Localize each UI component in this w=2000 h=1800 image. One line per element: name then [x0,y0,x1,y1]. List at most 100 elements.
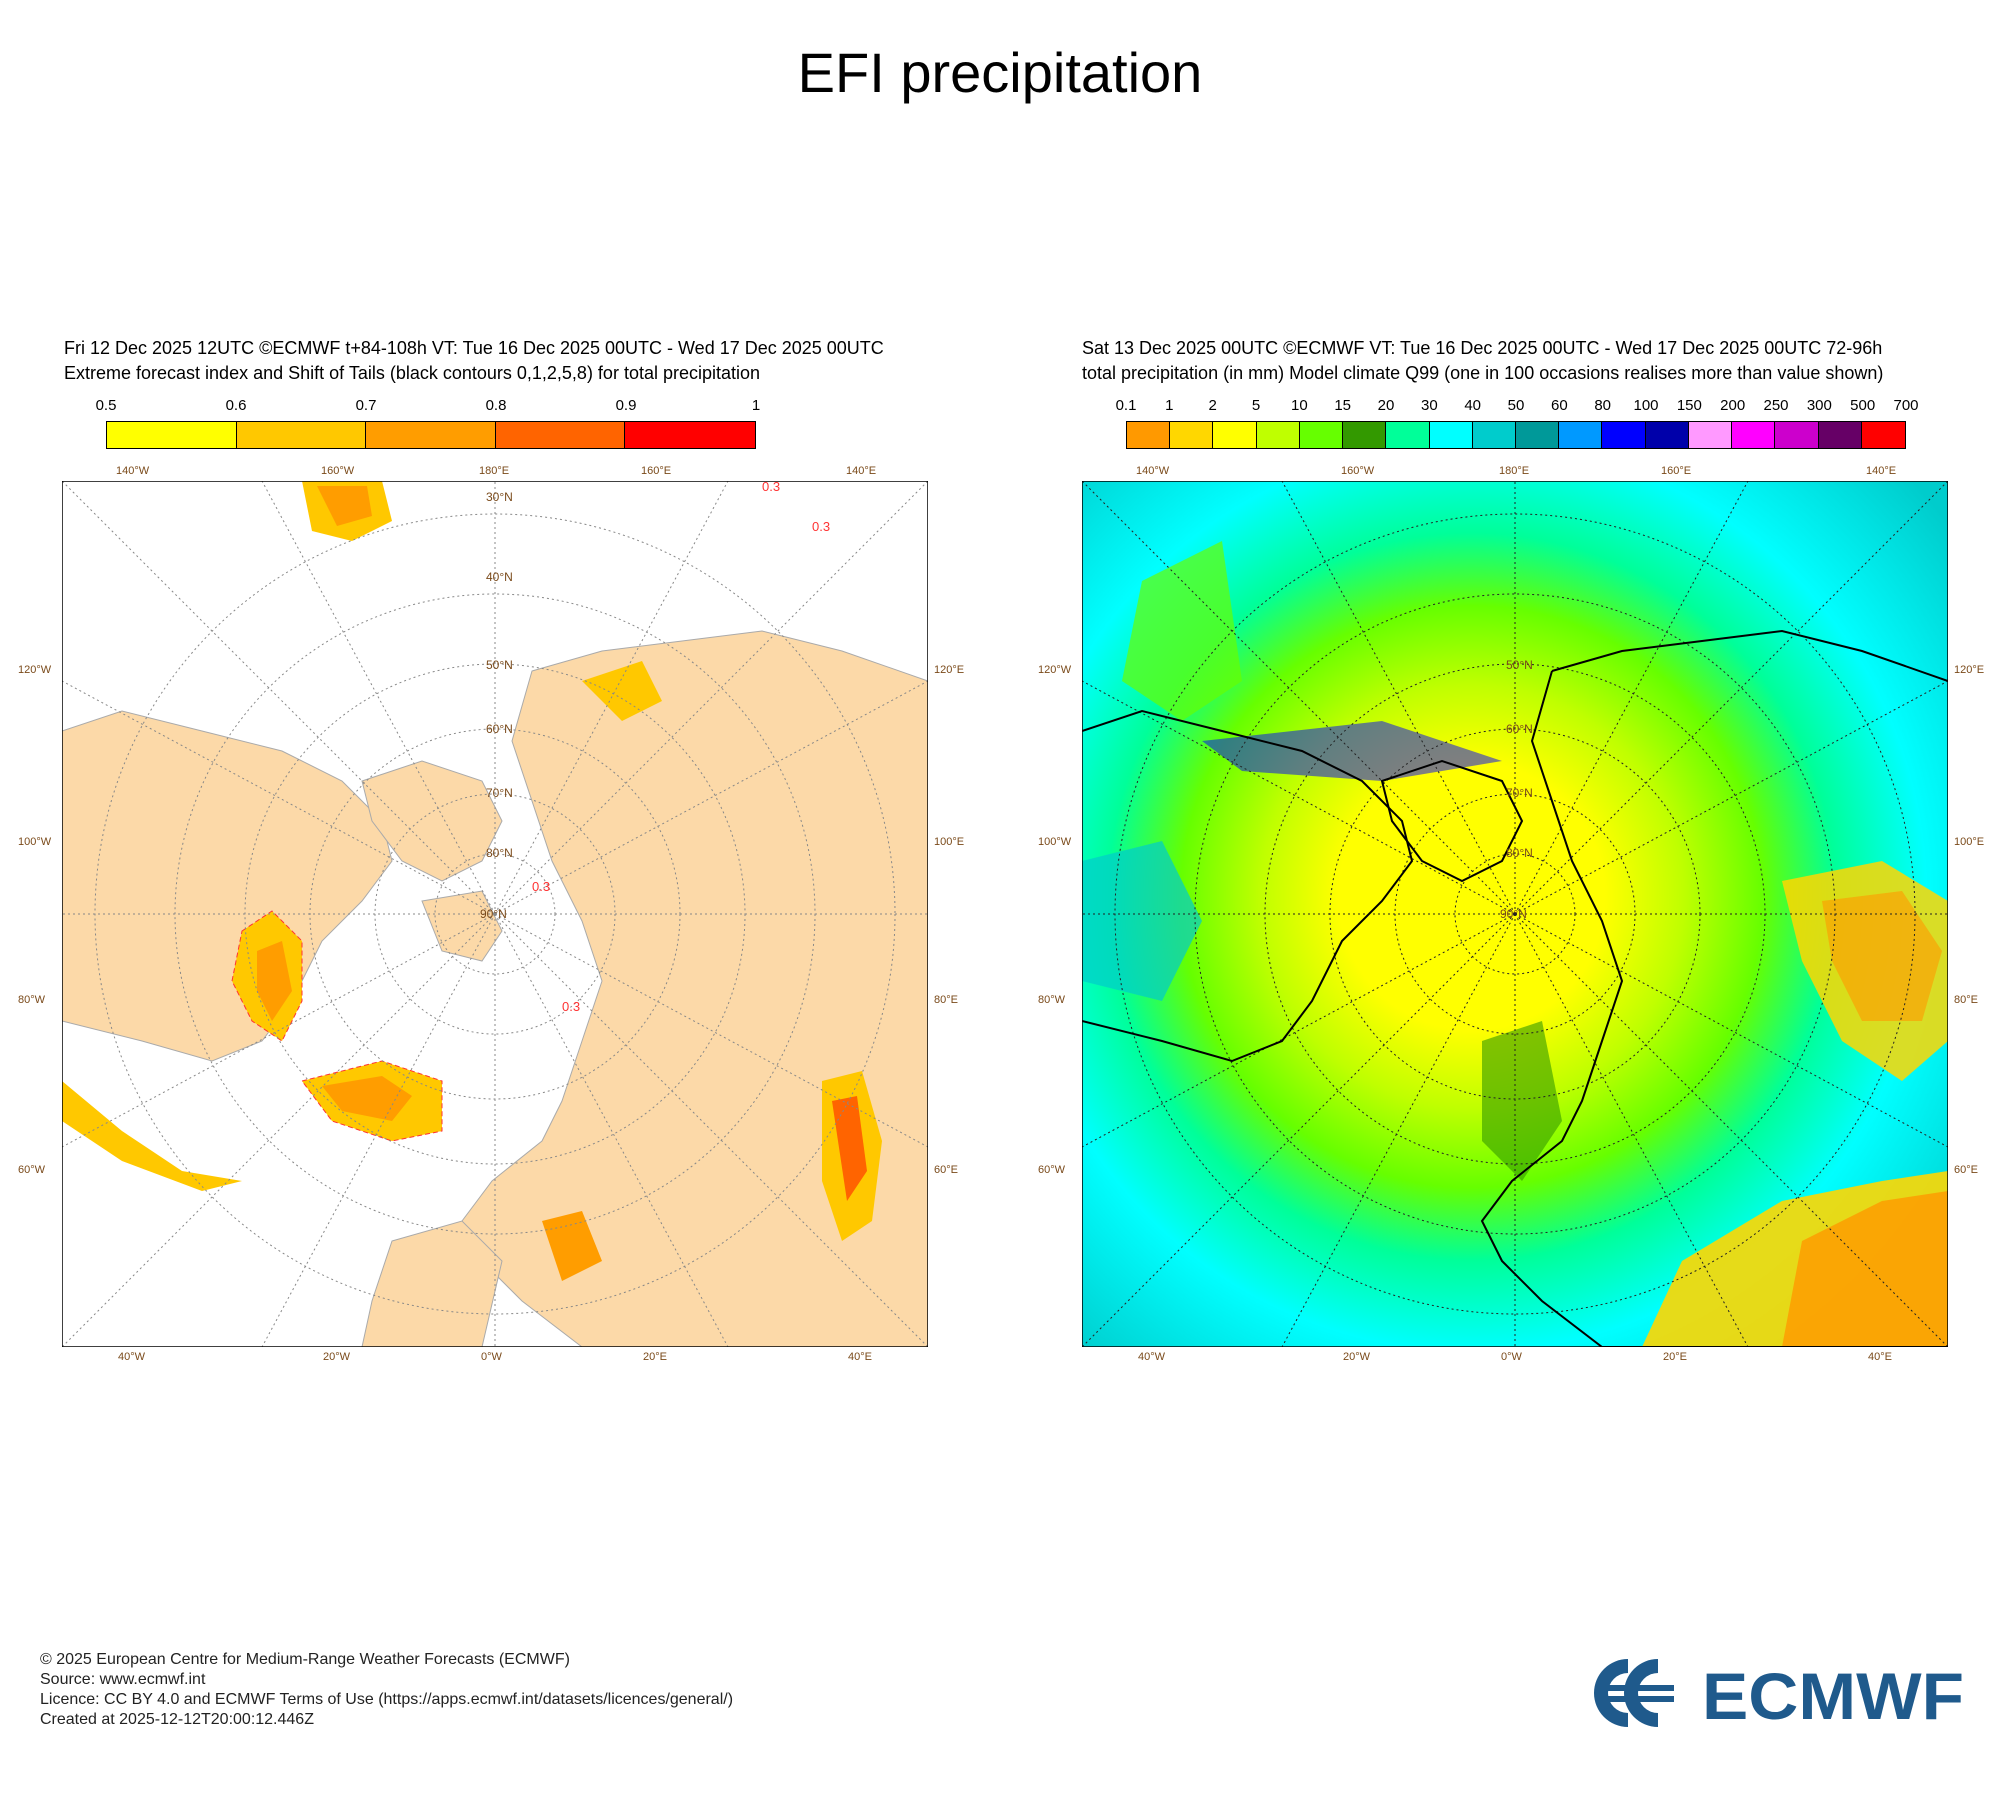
lat-label-60: 60°N [1506,722,1533,736]
ecmwf-logo-text: ECMWF [1702,1659,1964,1731]
lat-label-80: 80°N [486,846,513,860]
lon-label-top: 140°E [846,465,877,477]
colorbar-tick-label: 1 [751,397,761,414]
colorbar-swatch [1170,422,1214,448]
lon-label-bottom: 40°E [848,1351,872,1363]
lon-label-left: 60°W [1038,1164,1066,1176]
lon-label-top: 160°W [321,465,355,477]
contour-label: 0.3 [562,999,580,1014]
lat-label-90: 90°N [1500,907,1527,921]
colorbar-tick-label: 0.6 [225,397,247,414]
colorbar-tick-label: 0.7 [355,397,377,414]
lon-label-top: 160°E [1661,465,1692,477]
lat-labels: 80°N 70°N 60°N 50°N 40°N 30°N 90°N [480,490,513,921]
contour-label: 0.3 [812,519,830,534]
lon-label-right: 80°E [1954,994,1978,1006]
source-text: Source: www.ecmwf.int [40,1671,206,1688]
right-header-line1: Sat 13 Dec 2025 00UTC ©ECMWF VT: Tue 16 … [1082,338,1883,358]
colorbar-swatch [1775,422,1819,448]
colorbar-tick-label: 100 [1633,397,1659,414]
lat-labels: 80°N 70°N 60°N 50°N 90°N [1500,658,1533,921]
colorbar-swatch [1299,422,1344,448]
colorbar-tick-label: 700 [1893,397,1919,414]
lon-label-top: 180°E [479,465,510,477]
lon-label-top: 140°W [116,465,150,477]
left-efi-map: 80°N 70°N 60°N 50°N 40°N 30°N 90°N 0.3 0… [62,481,928,1347]
left-header: Fri 12 Dec 2025 12UTC ©ECMWF t+84-108h V… [64,336,884,386]
lat-label-50: 50°N [486,658,513,672]
right-colorbar [1126,421,1906,449]
lon-label-left: 100°W [18,836,52,848]
colorbar-swatch [495,422,626,448]
lon-label-bottom: 20°E [643,1351,667,1363]
lon-label-right: 120°E [934,664,965,676]
lon-label-right: 60°E [934,1164,958,1176]
colorbar-swatch [1818,422,1862,448]
colorbar-tick-label: 0.1 [1115,397,1137,414]
lon-label-bottom: 0°W [1501,1351,1522,1363]
licence-text: Licence: CC BY 4.0 and ECMWF Terms of Us… [40,1691,734,1708]
left-header-line2: Extreme forecast index and Shift of Tail… [64,363,761,383]
left-header-line1: Fri 12 Dec 2025 12UTC ©ECMWF t+84-108h V… [64,338,884,358]
right-header: Sat 13 Dec 2025 00UTC ©ECMWF VT: Tue 16 … [1082,336,1883,386]
colorbar-tick-label: 15 [1334,397,1351,414]
colorbar-swatch [236,422,367,448]
lat-label-90: 90°N [480,907,507,921]
lat-label-30: 30°N [486,490,513,504]
lat-label-50: 50°N [1506,658,1533,672]
colorbar-swatch [1429,422,1473,448]
right-header-line2: total precipitation (in mm) Model climat… [1082,363,1884,383]
colorbar-swatch [625,422,755,448]
lat-label-70: 70°N [486,786,513,800]
created-text: Created at 2025-12-12T20:00:12.446Z [40,1711,314,1728]
colorbar-tick-label: 1 [1165,397,1174,414]
lon-label-bottom: 20°E [1663,1351,1687,1363]
colorbar-tick-label: 2 [1208,397,1217,414]
lon-label-right: 100°E [1954,836,1985,848]
page-title: EFI precipitation [797,41,1203,104]
lon-label-left: 120°W [1038,664,1072,676]
lon-label-left: 80°W [1038,994,1066,1006]
colorbar-tick-label: 30 [1420,397,1438,414]
lon-label-top: 160°E [641,465,672,477]
lon-label-top: 140°W [1136,465,1170,477]
colorbar-swatch [1213,422,1257,448]
lat-label-40: 40°N [486,570,513,584]
lat-label-60: 60°N [486,722,513,736]
lon-label-bottom: 40°W [118,1351,146,1363]
land-masses [62,630,928,1347]
colorbar-swatch [1688,422,1733,448]
lat-lon-grid [1082,481,1948,1347]
colorbar-tick-label: 250 [1763,397,1789,414]
colorbar-swatch [1645,422,1689,448]
copyright-text: © 2025 European Centre for Medium-Range … [40,1651,570,1668]
colorbar-tick-label: 40 [1464,397,1481,414]
lon-label-bottom: 40°W [1138,1351,1166,1363]
ecmwf-logo: ECMWF [1594,1659,1964,1731]
lon-label-bottom: 20°W [323,1351,351,1363]
efi-anomalies [62,481,882,1281]
colorbar-tick-label: 300 [1806,397,1832,414]
colorbar-swatch [1472,422,1516,448]
right-precip-climate-map: 80°N 70°N 60°N 50°N 90°N [1082,481,1948,1347]
lat-lon-grid [62,481,928,1347]
colorbar-swatch [1602,422,1646,448]
lon-label-top: 140°E [1866,465,1897,477]
precip-regions [1082,541,1948,1347]
lon-label-right: 100°E [934,836,965,848]
colorbar-tick-label: 5 [1251,397,1261,414]
left-colorbar [106,421,756,449]
colorbar-tick-label: 0.8 [485,397,507,414]
lon-label-bottom: 20°W [1343,1351,1371,1363]
ecmwf-logo-icon [1594,1659,1674,1727]
lat-label-70: 70°N [1506,786,1533,800]
lon-label-bottom: 40°E [1868,1351,1892,1363]
colorbar-tick-label: 50 [1507,397,1525,414]
colorbar-tick-label: 80 [1594,397,1611,414]
lon-label-right: 60°E [1954,1164,1978,1176]
colorbar-swatch [1861,422,1905,448]
colorbar-swatch [1256,422,1300,448]
colorbar-swatch [1732,422,1776,448]
colorbar-tick-label: 200 [1720,397,1746,414]
lon-label-bottom: 0°W [481,1351,502,1363]
